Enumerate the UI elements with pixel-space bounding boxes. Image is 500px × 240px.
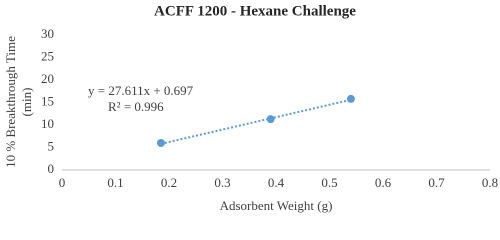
trendline: [160, 98, 352, 145]
x-tick-label: 0.8: [482, 175, 498, 190]
point: [156, 139, 165, 147]
x-axis-label: Adsorbent Weight (g): [220, 198, 333, 213]
page: ACFF 1200 - Hexane Challenge Adsorbent W…: [2, 3, 499, 213]
y-tick-label: 10: [41, 116, 54, 131]
x-tick-label: 0.1: [107, 175, 123, 190]
point: [266, 115, 275, 124]
y-tick-label: 30: [41, 26, 54, 41]
y-tick-label: 0: [48, 161, 55, 176]
y-axis-label: (min): [19, 88, 34, 117]
y-tick-label: 20: [41, 71, 54, 86]
y-tick-label: 15: [41, 93, 54, 108]
annotation: R² = 0.996: [108, 99, 164, 114]
x-tick-label: 0.5: [321, 175, 337, 190]
y-tick-label: 5: [48, 138, 55, 153]
x-tick-label: 0.7: [428, 175, 445, 190]
x-tick-label: 0.6: [375, 175, 392, 190]
x-tick-label: 0.4: [268, 175, 285, 190]
y-tick-label: 25: [41, 48, 54, 63]
annotation: y = 27.611x + 0.697: [88, 83, 194, 98]
chart-title: ACFF 1200 - Hexane Challenge: [154, 3, 356, 19]
x-tick-label: 0.3: [214, 175, 230, 190]
x-tick-label: 0.2: [161, 175, 177, 190]
y-axis-label: 10 % Breakthrough Time: [3, 36, 18, 168]
x-tick-label: 0: [59, 175, 66, 190]
chart: ACFF 1200 - Hexane Challenge Adsorbent W…: [3, 3, 498, 213]
point: [346, 94, 355, 103]
